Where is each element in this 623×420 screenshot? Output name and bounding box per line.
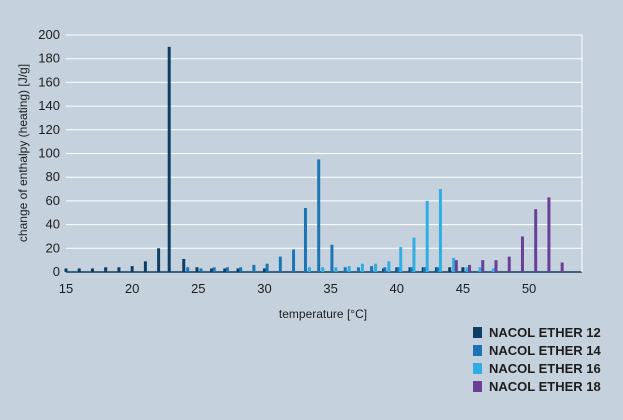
bar xyxy=(425,200,429,272)
grid-lines xyxy=(66,34,583,273)
bar xyxy=(278,256,282,272)
bar xyxy=(210,268,214,272)
legend-swatch xyxy=(473,327,482,338)
bar xyxy=(438,189,442,272)
bar xyxy=(265,263,269,272)
bar xyxy=(383,267,387,272)
bar xyxy=(143,261,147,272)
legend-swatch xyxy=(473,345,482,356)
axes: 0 20 40 60 80 100 120 140 160 180 200 15 20 25 30 35 40 4… xyxy=(38,27,536,296)
x-tick-label: 20 xyxy=(125,281,139,296)
bar xyxy=(399,247,403,272)
bar xyxy=(481,260,485,272)
y-tick-label: 80 xyxy=(46,169,60,184)
bar xyxy=(452,257,456,272)
bar xyxy=(412,237,416,272)
series-3 xyxy=(307,189,495,272)
bar xyxy=(409,267,413,272)
bar xyxy=(130,266,134,272)
x-tick-label: 50 xyxy=(522,281,536,296)
y-tick-label: 60 xyxy=(46,193,60,208)
bar xyxy=(262,268,266,272)
y-tick-label: 120 xyxy=(38,122,60,137)
bar xyxy=(478,267,482,272)
x-tick-label: 30 xyxy=(257,281,271,296)
legend-swatch xyxy=(473,363,482,374)
bar xyxy=(360,263,364,272)
legend-label: NACOL ETHER 18 xyxy=(489,379,601,394)
y-tick-label: 180 xyxy=(38,51,60,66)
bar xyxy=(491,268,495,272)
legend-label: NACOL ETHER 14 xyxy=(489,343,601,358)
bar xyxy=(356,267,360,272)
legend-swatch xyxy=(473,381,482,392)
legend-label: NACOL ETHER 16 xyxy=(489,361,601,376)
series-2 xyxy=(186,159,440,272)
bar xyxy=(347,266,351,272)
x-tick-label: 15 xyxy=(59,281,73,296)
bar xyxy=(321,267,325,272)
bar xyxy=(186,267,190,272)
bar xyxy=(334,267,338,272)
x-tick-label: 40 xyxy=(390,281,404,296)
bar xyxy=(225,267,229,272)
bar xyxy=(236,268,240,272)
bar xyxy=(307,267,311,272)
bar xyxy=(303,208,307,272)
bar xyxy=(252,264,256,272)
bar xyxy=(317,159,321,272)
legend: NACOL ETHER 12 NACOL ETHER 14 NACOL ETHER … xyxy=(473,325,601,394)
y-tick-label: 140 xyxy=(38,98,60,113)
bar xyxy=(182,258,186,272)
y-tick-label: 20 xyxy=(46,240,60,255)
bar xyxy=(212,267,216,272)
y-tick-label: 0 xyxy=(53,264,60,279)
bar xyxy=(507,256,511,272)
x-tick-label: 45 xyxy=(456,281,470,296)
bar xyxy=(239,267,243,272)
bar xyxy=(157,248,161,272)
y-tick-label: 160 xyxy=(38,74,60,89)
series-4 xyxy=(454,197,564,272)
bar xyxy=(423,267,427,272)
bar xyxy=(77,268,81,272)
bar xyxy=(547,197,551,272)
bar xyxy=(195,267,199,272)
bar xyxy=(387,261,391,272)
x-tick-label: 25 xyxy=(191,281,205,296)
y-tick-label: 40 xyxy=(46,217,60,232)
bar xyxy=(167,46,171,272)
x-axis-title: temperature [°C] xyxy=(279,307,367,321)
bar xyxy=(520,236,524,272)
y-tick-label: 200 xyxy=(38,27,60,42)
bar xyxy=(468,264,472,272)
bar xyxy=(370,266,374,272)
bar xyxy=(330,244,334,272)
y-tick-label: 100 xyxy=(38,146,60,161)
bar xyxy=(461,267,465,272)
bars xyxy=(64,46,564,272)
y-axis-title: change of enthalpy (heating) [J/g] xyxy=(16,64,30,242)
bar xyxy=(494,260,498,272)
bar xyxy=(64,268,68,272)
bar xyxy=(534,209,538,272)
bar xyxy=(374,263,378,272)
bar xyxy=(396,267,400,272)
legend-label: NACOL ETHER 12 xyxy=(489,325,601,340)
bar xyxy=(465,267,469,272)
bar xyxy=(90,268,94,272)
bar xyxy=(448,267,452,272)
x-tick-label: 35 xyxy=(323,281,337,296)
bar xyxy=(560,262,564,272)
bar xyxy=(199,268,203,272)
bar xyxy=(436,267,440,272)
bar xyxy=(223,268,227,272)
bar xyxy=(454,260,458,272)
bar xyxy=(343,267,347,272)
bar xyxy=(104,267,108,272)
bar xyxy=(292,249,296,272)
bar xyxy=(117,267,121,272)
